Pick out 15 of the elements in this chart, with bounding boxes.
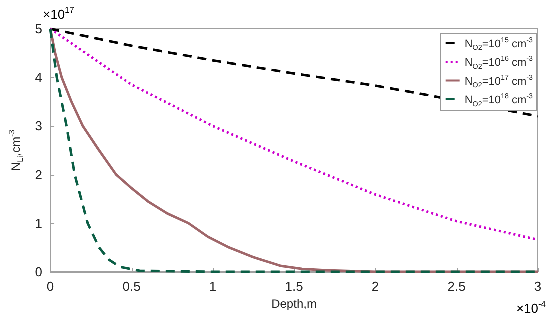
line-series: [49, 28, 540, 118]
x-tick-label: 2.5: [448, 279, 466, 294]
y-tick-label: 4: [35, 70, 43, 86]
y-tick-label: 3: [35, 118, 43, 134]
x-tick-label: 1.5: [285, 279, 304, 294]
y-tick-label: 0: [35, 264, 43, 280]
x-tick-label: 1: [209, 279, 217, 294]
x-tick-label: 0: [46, 279, 54, 294]
y-tick-label: 2: [35, 167, 43, 182]
y-tick-label: 1: [35, 216, 43, 231]
x-tick-label: 2: [372, 279, 380, 294]
x-tick-label: 0.5: [122, 279, 141, 294]
x-axis-title: Depth,m: [272, 296, 317, 311]
y-tick-label: 5: [35, 22, 43, 36]
x-tick-label: 3: [534, 279, 542, 294]
